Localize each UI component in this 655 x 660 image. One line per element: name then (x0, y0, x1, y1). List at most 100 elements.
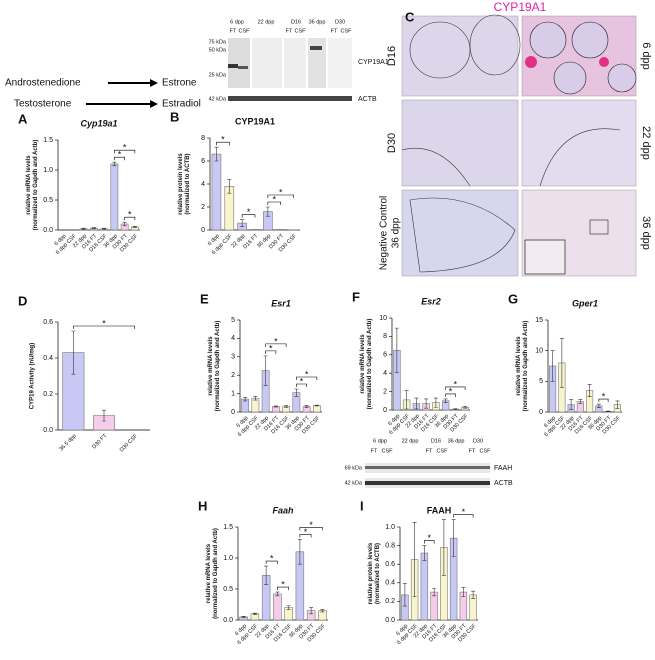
blot-label: 36 dpp (448, 438, 465, 444)
tubule-outline (530, 22, 566, 58)
significance-label: * (270, 553, 274, 563)
blot-label: 36 dpp (309, 19, 326, 25)
significance-label: * (300, 376, 304, 386)
y-axis-label: relative mRNA levels (360, 334, 366, 394)
significance-label: * (305, 369, 309, 379)
size-label: 69 kDa (345, 465, 363, 471)
y-axis-label: relative mRNA levels (208, 336, 214, 396)
western-blot (228, 38, 352, 101)
significance-label: * (454, 379, 458, 389)
lane-label: FT (331, 28, 338, 34)
bar (273, 594, 281, 620)
y-axis-label: (normalized to ACTB) (375, 543, 381, 604)
y-tick-label: 0.4 (385, 580, 395, 587)
y-tick-label: 10 (379, 315, 387, 322)
blot-lane (284, 38, 306, 88)
blot-band (310, 46, 322, 50)
protein-label: CYP19A1 (358, 59, 389, 66)
y-tick-label: 0.0 (385, 617, 395, 624)
y-tick-label: 0.4 (43, 355, 53, 362)
lane-label: FT (371, 448, 378, 454)
protein-label: ACTB (358, 96, 377, 103)
panel-letter: H (198, 498, 207, 513)
y-axis-label: (normalized to ACTB) (185, 153, 191, 214)
panel-letter: G (508, 291, 518, 306)
lane-label: FT (426, 448, 433, 454)
stain (525, 56, 537, 68)
chart-title: Esr1 (271, 298, 291, 308)
y-tick-label: 10 (535, 348, 543, 355)
row-label: D30 (386, 133, 398, 153)
y-tick-label: 1.0 (43, 167, 53, 174)
lane-label: CSF (480, 448, 492, 454)
blot-label: D30 (473, 438, 483, 444)
y-tick-label: 0.0 (43, 427, 53, 434)
bar (421, 553, 428, 620)
blot-label: D16 (291, 19, 301, 25)
y-tick-label: 0.2 (385, 598, 395, 605)
x-tick-label: D30 CSF (119, 433, 140, 454)
blot-label: 22 dpp (402, 438, 419, 444)
lane-label: FT (469, 448, 476, 454)
y-tick-label: 1.0 (223, 555, 233, 562)
y-tick-label: 5 (539, 378, 543, 385)
significance-label: * (221, 135, 225, 145)
blot-band (365, 466, 490, 469)
significance-label: * (123, 143, 127, 153)
blot-label: 6 dpp (230, 19, 244, 25)
blot-lane (252, 38, 282, 88)
panel-letter: B (170, 109, 179, 124)
y-tick-label: 4 (201, 181, 205, 188)
y-tick-label: 6 (383, 352, 387, 359)
y-tick-label: 0 (539, 409, 543, 416)
blot-label: 6 dpp (373, 438, 387, 444)
panel-letter: F (352, 289, 360, 304)
significance-label: * (309, 520, 313, 530)
lane-label: CSF (239, 28, 251, 34)
y-tick-label: 6 (201, 158, 205, 165)
scheme-text: Estrone (162, 78, 197, 89)
size-label: 42 kDa (209, 96, 227, 102)
y-tick-label: 0 (201, 227, 205, 234)
significance-label: * (462, 507, 466, 517)
inset (525, 240, 565, 274)
bar (431, 592, 438, 620)
y-tick-label: 4 (231, 335, 235, 342)
stain (599, 57, 609, 67)
micrograph (522, 100, 636, 186)
bar (251, 614, 259, 620)
significance-label: * (279, 187, 283, 197)
lane-label: CSF (295, 28, 307, 34)
x-tick-label: D16 FT (242, 233, 260, 251)
scheme-text: Testosterone (14, 99, 72, 110)
panel-letter: C (405, 9, 415, 24)
blot-band (228, 64, 238, 68)
y-tick-label: 0.0 (43, 227, 53, 234)
chart-title: CYP19A1 (235, 116, 275, 126)
y-tick-label: 4 (383, 370, 387, 377)
blot-label: D16 (431, 438, 441, 444)
tubule-outline (608, 64, 636, 92)
significance-label: * (304, 527, 308, 537)
size-label: 42 kDa (345, 480, 363, 486)
blot-lane (328, 38, 352, 88)
significance-label: * (449, 386, 453, 396)
y-tick-label: 1.5 (43, 137, 53, 144)
bar (313, 406, 320, 412)
blot-lane (228, 38, 250, 88)
panel-letter: E (200, 291, 209, 306)
y-axis-label: relative protein levels (368, 542, 374, 604)
micrographs (402, 15, 636, 276)
row-label: D16 (386, 46, 398, 66)
significance-label: * (269, 343, 273, 353)
y-tick-label: 15 (535, 317, 543, 324)
lane-label: FT (286, 28, 293, 34)
y-tick-label: 0 (383, 407, 387, 414)
micrograph (402, 100, 518, 186)
significance-label: * (274, 336, 278, 346)
protein-label: ACTB (494, 480, 513, 487)
bar (111, 164, 118, 230)
y-tick-label: 1 (231, 390, 235, 397)
panel-letter: A (18, 111, 28, 126)
